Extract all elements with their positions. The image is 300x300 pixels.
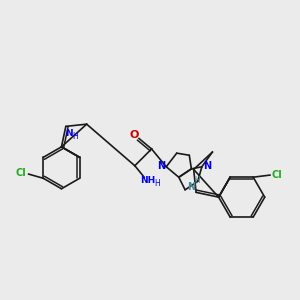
Text: NH: NH bbox=[140, 176, 155, 185]
Text: Cl: Cl bbox=[16, 168, 27, 178]
Text: O: O bbox=[129, 130, 138, 140]
Text: H: H bbox=[154, 179, 160, 188]
Text: N: N bbox=[187, 182, 195, 192]
Text: Cl: Cl bbox=[272, 170, 283, 180]
Text: N: N bbox=[203, 161, 211, 171]
Text: N: N bbox=[65, 129, 73, 138]
Text: H: H bbox=[194, 176, 200, 185]
Text: N: N bbox=[157, 161, 165, 171]
Text: H: H bbox=[72, 132, 78, 141]
